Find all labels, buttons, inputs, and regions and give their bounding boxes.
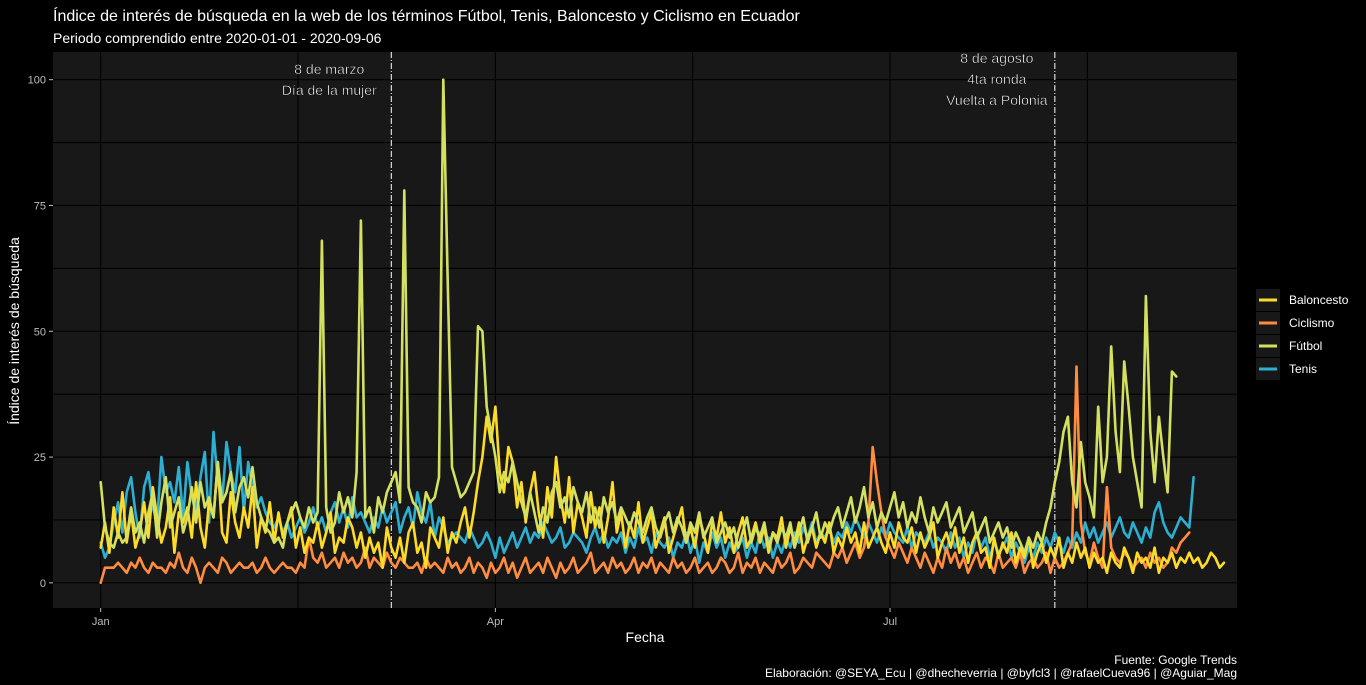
grid — [53, 52, 1286, 608]
series-line-Fútbol — [99, 78, 1178, 555]
y-tick-label: 75 — [34, 200, 46, 212]
y-tick-label: 25 — [34, 452, 46, 464]
x-axis-label: Fecha — [626, 629, 665, 645]
caption-credits: Elaboración: @SEYA_Ecu | @dhecheverria |… — [765, 666, 1237, 680]
caption-source: Fuente: Google Trends — [1114, 653, 1237, 667]
y-axis-label: Índice de interés de búsqueda — [6, 237, 22, 425]
x-tick-label: Apr — [487, 616, 504, 628]
x-tick-label: Jan — [92, 616, 110, 628]
legend-label-Ciclismo: Ciclismo — [1289, 316, 1335, 330]
series-lines — [99, 78, 1226, 585]
annotation-text: 8 de marzo — [294, 61, 364, 77]
legend-label-Fútbol: Fútbol — [1289, 339, 1322, 353]
annotation-text: 4ta ronda — [967, 71, 1026, 87]
annotation-text: 8 de agosto — [960, 50, 1033, 66]
x-axis-ticks: Jan Apr Jul — [92, 608, 897, 628]
legend-label-Baloncesto: Baloncesto — [1289, 293, 1349, 307]
y-tick-label: 50 — [34, 326, 46, 338]
y-axis-ticks: 0 25 50 75 100 — [28, 75, 53, 590]
legend: Baloncesto Ciclismo Fútbol Tenis — [1256, 289, 1349, 380]
series-line-Ciclismo — [99, 365, 1191, 585]
legend-label-Tenis: Tenis — [1289, 362, 1317, 376]
annotation-text: Vuelta a Polonia — [946, 92, 1048, 108]
annotations: 8 de marzo Día de la mujer 8 de agosto 4ta … — [282, 50, 1048, 108]
chart-title: Índice de interés de búsqueda en la web … — [53, 6, 800, 25]
annotation-text: Día de la mujer — [282, 82, 377, 98]
x-tick-label: Jul — [883, 616, 897, 628]
chart-subtitle: Periodo comprendido entre 2020-01-01 - 2… — [53, 30, 382, 46]
y-tick-label: 0 — [40, 578, 46, 590]
y-tick-label: 100 — [28, 75, 46, 87]
